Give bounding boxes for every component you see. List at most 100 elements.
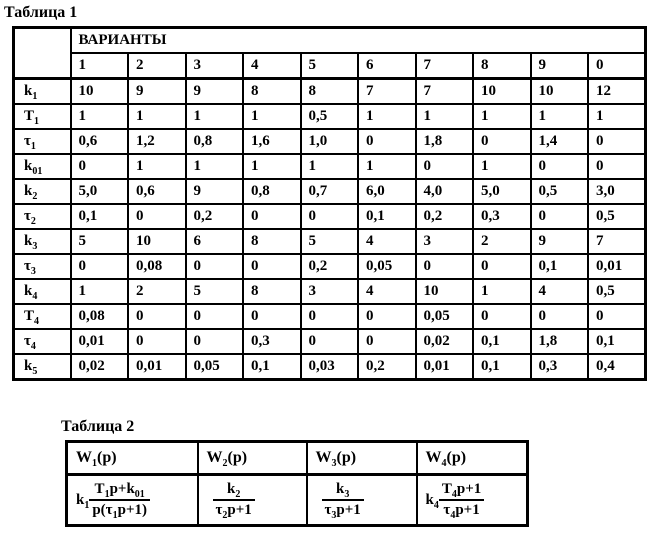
table1-cell: 5,0	[69, 178, 129, 205]
table1-cell: 0	[587, 128, 647, 155]
num-seg: k	[226, 480, 236, 497]
den-seg: τ	[215, 502, 223, 518]
table1-cell: 0,5	[529, 178, 589, 205]
table1-cell: 1	[242, 103, 302, 130]
table1-cell: 5	[299, 228, 359, 255]
table1-cell: 0,2	[414, 203, 474, 230]
table1-cell: 9	[184, 77, 244, 105]
table1-cell: 0	[414, 253, 474, 280]
table1-cell: 0,08	[127, 253, 187, 280]
table1-cell: 1,0	[299, 128, 359, 155]
row-label: k1	[12, 77, 72, 105]
table1-cell: 0,8	[184, 128, 244, 155]
table1-cell: 0	[299, 203, 359, 230]
table1-body: k1 10 9 9 8 8 7 7 10 10 12 T1 1 1 1 1 0,5 1 1 1 1 1 τ1 0,6 1,2 0,…	[12, 77, 647, 381]
coefficient: k1	[76, 492, 89, 511]
table1-cell: 8	[242, 77, 302, 105]
fraction: k3 τ3p+1	[321, 481, 364, 521]
table1-cell: 0	[472, 303, 532, 330]
table1-cell: 1	[242, 153, 302, 180]
row-label: k01	[12, 153, 72, 180]
table1-cell: 7	[414, 77, 474, 105]
formula-w4-cell: k4 T4p+1 τ4p+1	[415, 473, 529, 527]
den-seg: p+1	[336, 502, 361, 518]
table1-cell: 0	[357, 328, 417, 355]
table1-cell: 0	[357, 128, 417, 155]
table1-cell: 0	[414, 153, 474, 180]
row-label-base: τ	[24, 258, 31, 274]
table1-cell: 5	[69, 228, 129, 255]
table1-row: k2 5,0 0,6 9 0,8 0,7 6,0 4,0 5,0 0,5 3,0	[12, 178, 647, 205]
row-label-sub: 3	[32, 241, 38, 252]
fraction: T4p+1 τ4p+1	[438, 481, 485, 521]
table1-cell: 0,1	[529, 253, 589, 280]
formula-w2-cell: k2 τ2p+1	[196, 473, 308, 527]
variants-group-header: ВАРИАНТЫ	[69, 26, 647, 54]
table1-cell: 1,2	[127, 128, 187, 155]
numerator: T1p+k01	[89, 481, 150, 501]
den-seg: p+1)	[117, 502, 147, 518]
table1-cell: 8	[242, 228, 302, 255]
table1-cell: 0,1	[69, 203, 129, 230]
table1-cell: 1,6	[242, 128, 302, 155]
row-label-sub: 2	[32, 191, 38, 202]
row-label: T1	[12, 103, 72, 130]
row-label: τ2	[12, 203, 72, 230]
table1-cell: 4,0	[414, 178, 474, 205]
transfer-function-w1: k1 T1p+k01 p(τ1p+1)	[76, 481, 193, 521]
table1-row: k1 10 9 9 8 8 7 7 10 10 12	[12, 77, 647, 105]
table1-row: T1 1 1 1 1 0,5 1 1 1 1 1	[12, 103, 647, 130]
row-label-base: k	[24, 233, 33, 249]
table1-cell: 0,05	[357, 253, 417, 280]
den-sub: 4	[450, 510, 456, 521]
table1-cell: 0,5	[587, 203, 647, 230]
row-label-sub: 01	[32, 166, 43, 177]
table2-header-w3: W3(p)	[305, 440, 418, 476]
table1-cell: 0	[127, 328, 187, 355]
table1-cell: 4	[357, 228, 417, 255]
table1-cell: 1	[529, 103, 589, 130]
table1-cell: 0,01	[127, 353, 187, 381]
table1-cell: 4	[357, 278, 417, 305]
table1-cell: 0,02	[414, 328, 474, 355]
table1-cell: 10	[414, 278, 474, 305]
table1-cell: 0,03	[299, 353, 359, 381]
denominator: p(τ1p+1)	[89, 501, 150, 521]
row-label-base: τ	[24, 133, 31, 149]
table1-cell: 0,05	[414, 303, 474, 330]
table1-cell: 0	[184, 303, 244, 330]
table1-row: τ1 0,6 1,2 0,8 1,6 1,0 0 1,8 0 1,4 0	[12, 128, 647, 155]
header-sub: 1	[92, 458, 97, 470]
table1-cell: 1	[184, 103, 244, 130]
table1-group-header-row: ВАРИАНТЫ	[12, 26, 647, 80]
den-sub: 3	[331, 510, 337, 521]
table1-cell: 2	[472, 228, 532, 255]
header-sub: 2	[222, 458, 228, 470]
formula-w1-cell: k1 T1p+k01 p(τ1p+1)	[65, 473, 199, 527]
den-seg: p+1	[455, 502, 480, 518]
header-sub: 3	[331, 458, 337, 470]
table1-cell: 8	[299, 77, 359, 105]
num-seg: p+k	[109, 480, 135, 497]
variant-number: 8	[472, 52, 532, 80]
table1-cell: 0,6	[127, 178, 187, 205]
row-label-base: T	[24, 108, 35, 124]
table1-cell: 0,8	[242, 178, 302, 205]
table1-cell: 1,8	[529, 328, 589, 355]
row-label: T4	[12, 303, 72, 330]
header-rest: (p)	[97, 449, 117, 466]
row-label-base: k	[24, 83, 33, 99]
table1-cell: 1	[357, 153, 417, 180]
table1-cell: 0	[587, 303, 647, 330]
table2-header-w4: W4(p)	[415, 440, 529, 476]
transfer-function-w2: k2 τ2p+1	[212, 480, 302, 521]
transfer-function-w4: k4 T4p+1 τ4p+1	[426, 481, 523, 521]
table1-row: k3 5 10 6 8 5 4 3 2 9 7	[12, 228, 647, 255]
table1-cell: 0	[357, 303, 417, 330]
table1-cell: 3	[299, 278, 359, 305]
table1-cell: 1	[184, 153, 244, 180]
table1-cell: 0,2	[357, 353, 417, 381]
table1-cell: 6	[184, 228, 244, 255]
row-label-sub: 1	[34, 116, 40, 127]
numerator: k2	[212, 480, 255, 501]
